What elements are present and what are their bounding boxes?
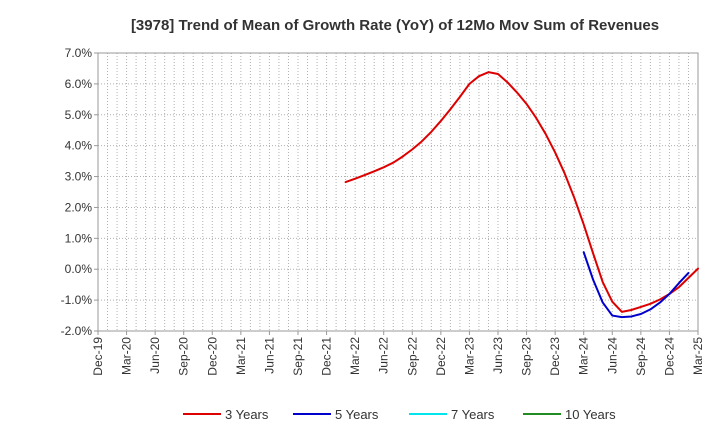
chart-title: [3978] Trend of Mean of Growth Rate (YoY… [131,17,659,34]
grid [98,53,698,331]
x-tick-label: Jun-22 [377,337,391,374]
y-tick-label: 0.0% [65,262,93,276]
series-lines [344,71,699,319]
y-axis: 7.0% 6.0% 5.0% 4.0% 3.0% 2.0% 1.0% 0.0% -1.0% -2.… [61,46,98,338]
x-tick-label: Dec-19 [91,337,105,376]
x-tick-label: Dec-24 [662,337,676,376]
x-tick-label: Dec-22 [434,337,448,376]
legend-label: 3 Years [225,407,269,422]
y-tick-label: 5.0% [65,108,93,122]
y-tick-label: 7.0% [65,46,93,60]
y-tick-label: 1.0% [65,231,93,245]
x-tick-label: Sep-20 [177,337,191,376]
x-tick-label: Jun-24 [605,337,619,374]
series-line-5-years [582,251,690,319]
plot-area [97,52,699,332]
x-tick-label: Jun-20 [148,337,162,374]
y-tick-label: -1.0% [61,293,93,307]
x-tick-label: Dec-23 [548,337,562,376]
x-tick-label: Sep-21 [291,337,305,376]
x-tick-label: Mar-23 [462,337,476,375]
x-axis: Dec-19 Mar-20 Jun-20 Sep-20 Dec-20 Mar-21 Jun-… [91,331,705,376]
x-tick-label: Mar-21 [234,337,248,375]
x-tick-label: Jun-21 [262,337,276,374]
y-tick-label: 3.0% [65,170,93,184]
legend-label: 7 Years [451,407,495,422]
series-line-3-years [344,71,699,313]
x-tick-label: Sep-24 [634,337,648,376]
x-tick-label: Jun-23 [491,337,505,374]
legend-label: 5 Years [335,407,379,422]
y-tick-label: 6.0% [65,77,93,91]
y-tick-label: -2.0% [61,324,93,338]
x-tick-label: Mar-24 [577,337,591,375]
x-tick-label: Sep-23 [520,337,534,376]
y-tick-label: 2.0% [65,200,93,214]
y-tick-label: 4.0% [65,139,93,153]
legend-label: 10 Years [565,407,616,422]
x-tick-label: Mar-22 [348,337,362,375]
x-tick-label: Mar-20 [120,337,134,375]
x-tick-label: Mar-25 [691,337,705,375]
legend: 3 Years 5 Years 7 Years 10 Years [183,407,616,422]
x-tick-label: Dec-20 [205,337,219,376]
x-tick-label: Sep-22 [405,337,419,376]
x-tick-label: Dec-21 [320,337,334,376]
